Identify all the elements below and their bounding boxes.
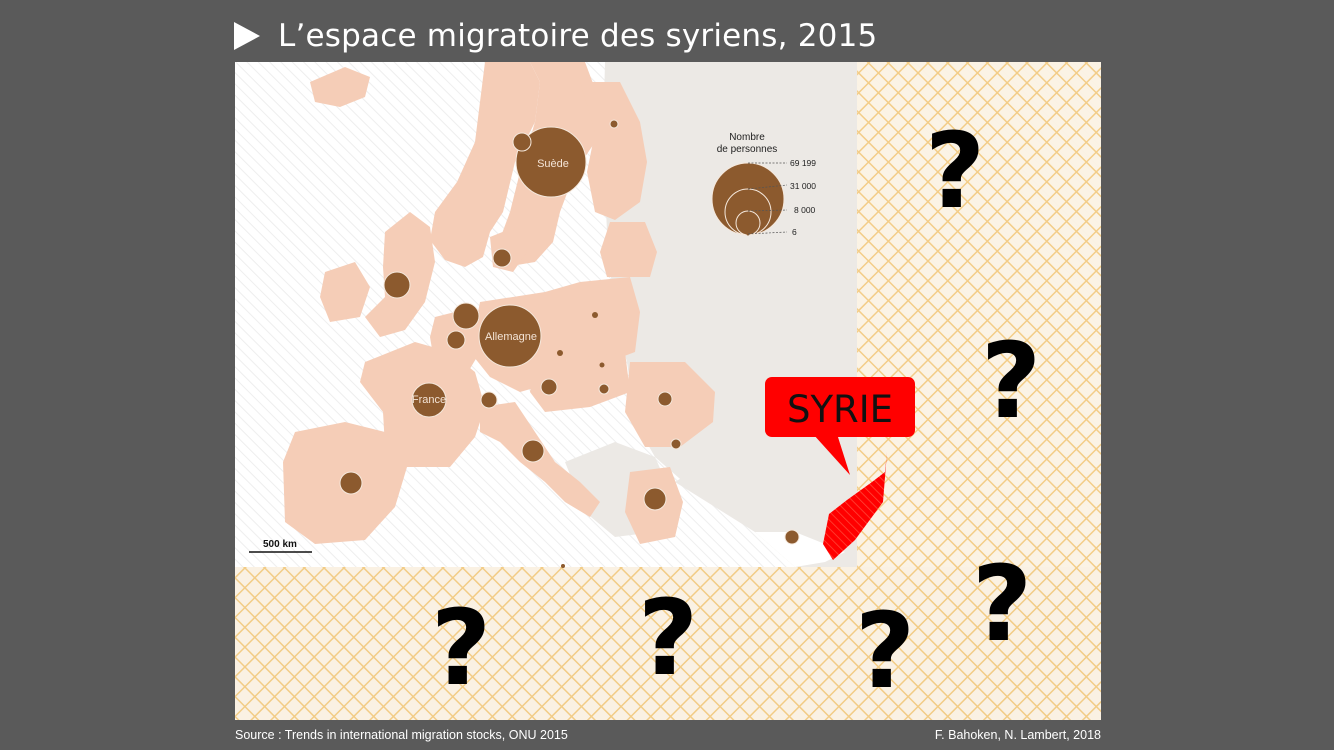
source-note: Source : Trends in international migrati…: [235, 728, 568, 742]
legend-circle-medium: [735, 210, 761, 236]
legend-value-max: 69 199: [790, 158, 816, 168]
legend-title-line1: Nombre: [729, 132, 765, 143]
legend-title-line2: de personnes: [717, 144, 778, 155]
bubble-denmark: [492, 248, 512, 268]
bubble-cyprus: [784, 529, 800, 545]
bubble-germany: [478, 304, 542, 368]
play-arrow-icon: [234, 22, 260, 50]
question-mark-2: ?: [981, 320, 1041, 442]
syria-label: SYRIE: [787, 388, 893, 431]
page-title: L’espace migratoire des syriens, 2015: [278, 18, 878, 54]
bubble-hungary: [598, 383, 610, 395]
syria-callout: SYRIE: [765, 377, 915, 475]
country-ireland: [320, 262, 370, 322]
bubble-uk: [383, 271, 411, 299]
bubble-sweden: [515, 126, 587, 198]
country-austria-hungary: [530, 352, 630, 412]
turkey-land: [675, 397, 857, 567]
country-finland: [580, 82, 647, 220]
bubble-poland: [592, 312, 598, 318]
map[interactable]: SYRIE Suède Allemagne France: [235, 62, 1101, 720]
scale-bar: 500 km: [249, 539, 312, 553]
bubble-czechia: [557, 350, 563, 356]
bubble-malta: [561, 564, 565, 568]
bubbles: Suède Allemagne France: [339, 119, 800, 568]
legend-leader-min: [747, 231, 788, 235]
legend: Nombre de personnes 69 199 31 000 8 000 …: [711, 132, 816, 237]
bubble-austria: [540, 378, 558, 396]
bubble-belgium: [446, 330, 466, 350]
syria-callout-pointer: [813, 434, 850, 475]
credits: F. Bahoken, N. Lambert, 2018: [934, 728, 1101, 742]
bubble-netherlands: [452, 302, 480, 330]
bubble-spain: [339, 471, 363, 495]
bubble-finland: [609, 119, 619, 129]
mediterranean-east: [755, 532, 845, 567]
country-iceland: [310, 67, 370, 107]
legend-value-large: 31 000: [790, 181, 816, 191]
bubble-greece: [643, 487, 667, 511]
bubble-france: [411, 382, 447, 418]
scale-label: 500 km: [263, 539, 297, 550]
bubble-romania: [657, 391, 673, 407]
country-syria: [823, 452, 887, 560]
question-mark-4: ?: [431, 587, 491, 709]
bubble-norway: [512, 132, 532, 152]
bubble-label-sweden: Suède: [537, 158, 569, 170]
bubble-switzerland: [480, 391, 498, 409]
bubble-italy: [521, 439, 545, 463]
question-mark-6: ?: [855, 590, 915, 712]
title-row: L’espace migratoire des syriens, 2015: [234, 14, 877, 58]
map-canvas: SYRIE Suède Allemagne France: [235, 62, 1101, 720]
question-mark-1: ?: [925, 110, 985, 232]
question-mark-5: ?: [638, 577, 698, 699]
legend-value-medium: 8 000: [794, 205, 816, 215]
unknown-data-area: [235, 62, 1101, 720]
legend-value-min: 6: [792, 227, 797, 237]
legend-leader-medium: [747, 209, 788, 212]
country-norway: [430, 62, 540, 267]
unknown-markers: ? ? ? ? ? ?: [431, 110, 1041, 712]
question-mark-3: ?: [972, 543, 1032, 665]
bubble-label-germany: Allemagne: [485, 331, 537, 343]
syria-callout-box: [765, 377, 915, 437]
bubble-slovakia: [599, 362, 605, 368]
country-baltics: [600, 222, 657, 277]
legend-leader-large: [747, 184, 788, 190]
bubble-bulgaria: [670, 438, 682, 450]
bubble-label-france: France: [412, 394, 446, 406]
